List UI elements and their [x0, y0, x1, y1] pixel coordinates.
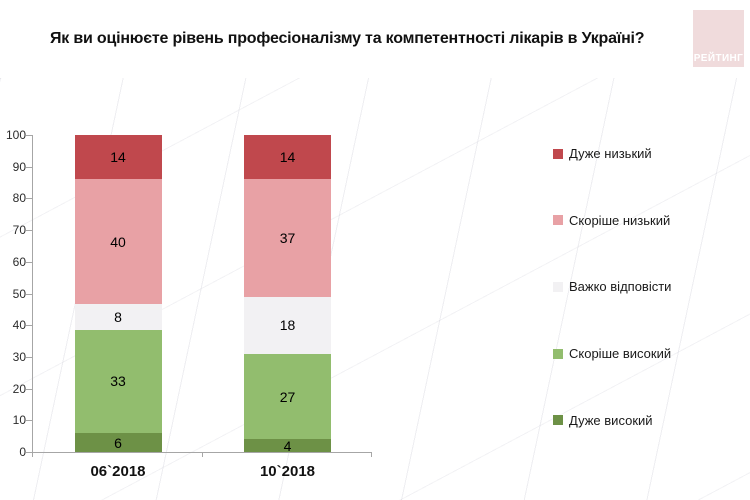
bar-segment: 37: [244, 179, 331, 297]
bar-segment: 8: [74, 304, 162, 330]
x-tick-mark: [32, 452, 33, 457]
y-tick-mark: [26, 198, 32, 200]
y-tick-label: 30: [12, 349, 26, 364]
bar-segment-label: 14: [279, 149, 296, 166]
bar-segment-label: 18: [279, 317, 296, 334]
legend-item: Скоріше низький: [553, 213, 670, 228]
legend-label: Дуже високий: [569, 412, 653, 428]
legend-item: Скоріше високий: [553, 346, 671, 361]
bar-segment: 33: [74, 329, 162, 434]
legend-swatch: [553, 281, 563, 292]
y-tick-label: 50: [12, 286, 26, 301]
y-tick-label: 40: [12, 318, 26, 333]
legend-label: Дуже низький: [569, 146, 652, 161]
bar-segment-label: 14: [110, 148, 126, 165]
y-tick-label: 90: [12, 159, 26, 174]
bar-segment: 14: [74, 135, 162, 179]
bar-segment: 6: [74, 433, 162, 452]
page-title: Як ви оцінюєте рівень професіоналізму та…: [50, 30, 645, 47]
y-tick-label: 80: [12, 191, 26, 206]
y-axis-line: [32, 135, 33, 453]
bar-segment-label: 4: [283, 437, 292, 454]
y-tick-label: 10: [12, 413, 26, 428]
bar-segment-label: 37: [279, 230, 296, 247]
x-tick-mark: [371, 452, 372, 457]
legend-label: Скоріше високий: [569, 346, 672, 362]
legend-item: Важко відповісти: [553, 279, 671, 294]
y-tick-mark: [26, 420, 32, 422]
bar-segment: 27: [244, 353, 331, 440]
bar-segment: 4: [244, 437, 331, 454]
y-tick-label: 20: [12, 381, 26, 396]
bar-segment-label: 33: [110, 373, 126, 390]
bar-segment-label: 6: [114, 434, 122, 451]
y-tick-mark: [26, 452, 32, 453]
y-tick-label: 70: [12, 223, 26, 238]
bar-segment-label: 8: [114, 309, 122, 326]
y-tick-mark: [26, 261, 32, 263]
legend-label: Скоріше низький: [569, 212, 671, 228]
y-tick-mark: [26, 356, 32, 358]
x-category-label: 10`2018: [259, 463, 316, 480]
y-tick-label: 60: [12, 254, 26, 269]
y-tick-mark: [26, 230, 32, 232]
x-tick-mark: [201, 452, 203, 457]
bar-segment: 14: [244, 135, 331, 180]
y-tick-mark: [26, 166, 32, 168]
rating-logo: РЕЙТИНГ: [693, 10, 744, 67]
legend-label: Важко відповісти: [569, 279, 672, 295]
bar-segment: 18: [244, 296, 331, 354]
legend-swatch: [553, 348, 563, 359]
y-tick-label: 0: [19, 445, 26, 459]
rating-logo-text: РЕЙТИНГ: [693, 53, 744, 64]
legend-swatch: [553, 148, 563, 159]
y-tick-label: 100: [5, 128, 26, 142]
legend-item: Дуже високий: [553, 413, 653, 428]
bar-segment-label: 40: [110, 233, 126, 250]
y-tick-mark: [26, 135, 32, 136]
y-tick-mark: [26, 293, 32, 295]
bar-segment: 40: [74, 178, 162, 305]
x-category-label: 06`2018: [90, 463, 146, 480]
legend-swatch: [553, 215, 563, 226]
y-tick-mark: [26, 388, 32, 390]
y-tick-mark: [26, 325, 32, 327]
legend-item: Дуже низький: [553, 146, 652, 161]
bar-segment-label: 27: [279, 388, 296, 405]
legend-swatch: [553, 415, 563, 426]
